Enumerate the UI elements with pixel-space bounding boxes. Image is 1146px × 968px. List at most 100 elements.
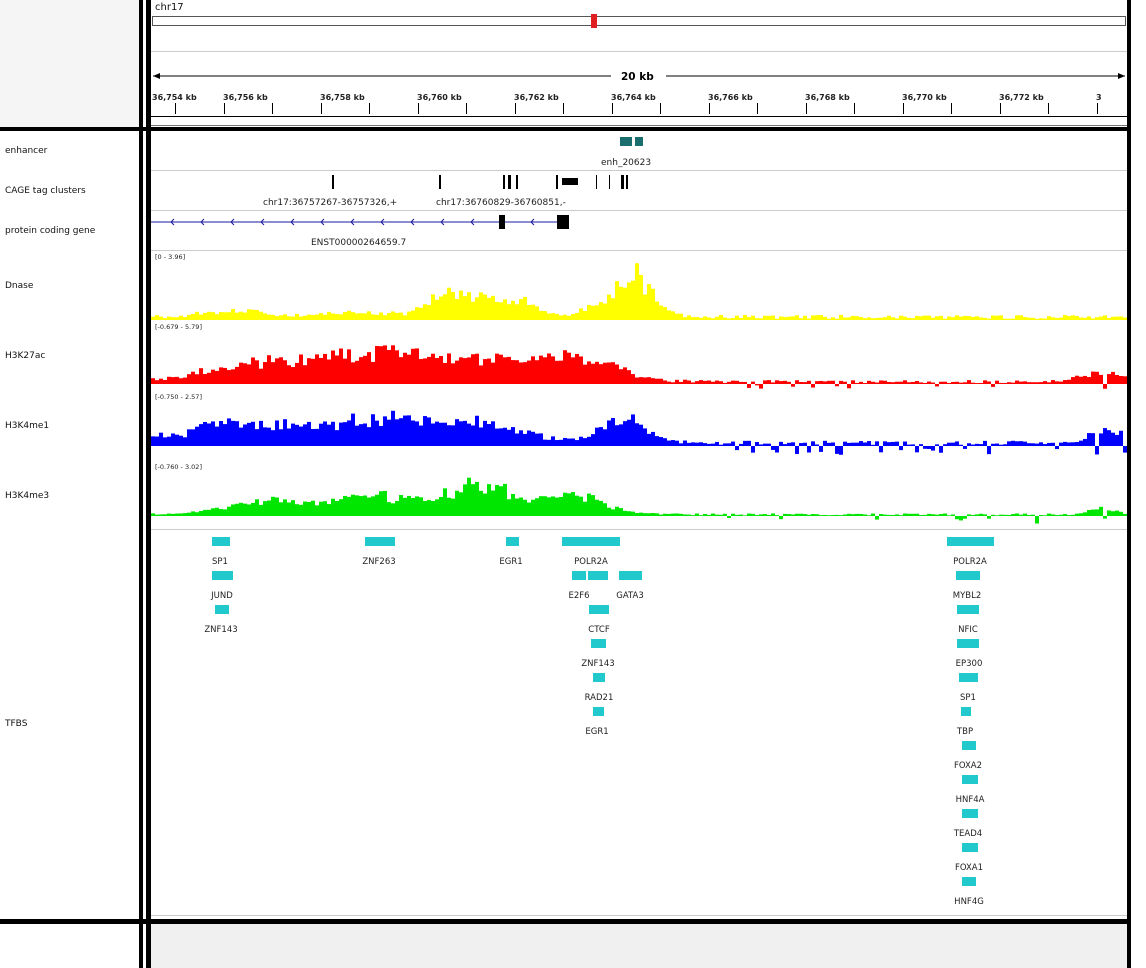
signal-bar: [363, 495, 367, 516]
signal-bar: [971, 316, 975, 320]
track-name-h3k27ac[interactable]: H3K27ac: [5, 351, 46, 361]
chromosome-ideogram[interactable]: [152, 16, 1126, 26]
signal-bar: [887, 381, 891, 384]
signal-bar: [747, 317, 751, 320]
tfbs-feature[interactable]: [962, 809, 978, 818]
h3k4me3-signal[interactable]: [151, 462, 1127, 532]
signal-bar: [699, 380, 703, 384]
genome-ruler[interactable]: 20 kb 36,754 kb 36,756 kb 36,758 kb 36,760 …: [0, 0, 1146, 127]
name-panel-divider[interactable]: [139, 0, 143, 968]
signal-bar: [1103, 315, 1107, 320]
signal-bar: [919, 382, 923, 384]
track-name-h3k4me1[interactable]: H3K4me1: [5, 421, 50, 431]
tfbs-feature[interactable]: [962, 843, 978, 852]
tfbs-feature[interactable]: [593, 707, 604, 716]
tfbs-feature[interactable]: [589, 605, 609, 614]
tfbs-feature[interactable]: [956, 571, 980, 580]
header-divider[interactable]: [0, 127, 1146, 131]
track-name-cage[interactable]: CAGE tag clusters: [5, 186, 86, 196]
signal-bar: [1019, 514, 1023, 516]
signal-bar: [587, 436, 591, 446]
track-name-dnase[interactable]: Dnase: [5, 281, 34, 291]
cage-cluster[interactable]: [332, 175, 334, 189]
strand-arrow: [470, 218, 475, 226]
track-name-enhancer[interactable]: enhancer: [5, 146, 48, 156]
signal-bar: [967, 514, 971, 516]
cage-cluster[interactable]: [516, 175, 518, 189]
signal-bar: [503, 483, 507, 516]
signal-bar: [1075, 513, 1079, 516]
tfbs-feature[interactable]: [365, 537, 395, 546]
tfbs-feature[interactable]: [962, 775, 978, 784]
signal-bar: [439, 422, 443, 446]
tfbs-feature[interactable]: [957, 605, 979, 614]
ruler-tick: [757, 103, 758, 114]
tfbs-feature[interactable]: [593, 673, 605, 682]
ruler-tick: [563, 103, 564, 114]
right-margin: [1131, 0, 1146, 968]
signal-bar: [391, 410, 395, 446]
cage-cluster[interactable]: [562, 178, 578, 185]
cage-cluster[interactable]: [508, 175, 511, 189]
signal-bar: [215, 314, 219, 320]
tfbs-feature[interactable]: [215, 605, 229, 614]
h3k4me1-signal[interactable]: [151, 392, 1127, 462]
tfbs-feature[interactable]: [947, 537, 994, 546]
signal-bar: [571, 438, 575, 446]
signal-bar: [351, 362, 355, 384]
gene-model[interactable]: [151, 212, 1127, 234]
track-name-h3k4me3[interactable]: H3K4me3: [5, 491, 50, 501]
signal-bar: [463, 484, 467, 516]
signal-bar: [1051, 380, 1055, 384]
tfbs-feature[interactable]: [588, 571, 608, 580]
current-region-marker[interactable]: [591, 14, 597, 28]
track-name-tfbs[interactable]: TFBS: [5, 719, 28, 729]
signal-bar: [1051, 514, 1055, 516]
signal-bar: [555, 440, 559, 446]
signal-bar: [167, 436, 171, 446]
tfbs-feature[interactable]: [572, 571, 586, 580]
signal-bar: [763, 315, 767, 320]
cage-cluster[interactable]: [609, 175, 610, 189]
signal-bar: [239, 502, 243, 516]
signal-bar: [1123, 317, 1127, 320]
tfbs-feature[interactable]: [212, 537, 230, 546]
signal-bar: [731, 317, 735, 320]
tfbs-feature[interactable]: [619, 571, 642, 580]
tfbs-feature[interactable]: [962, 877, 976, 886]
tfbs-feature[interactable]: [506, 537, 519, 546]
tfbs-feature[interactable]: [957, 639, 979, 648]
signal-bar: [527, 305, 531, 320]
cage-cluster[interactable]: [596, 175, 597, 189]
signal-bar: [399, 494, 403, 516]
track-name-panel: [0, 131, 139, 919]
signal-bar: [435, 421, 439, 446]
tfbs-feature[interactable]: [212, 571, 233, 580]
enhancer-feature[interactable]: [635, 137, 643, 146]
h3k27ac-signal[interactable]: [151, 322, 1127, 392]
signal-bar: [287, 365, 291, 384]
signal-bar: [151, 436, 155, 446]
cage-cluster[interactable]: [626, 175, 628, 189]
signal-bar: [563, 492, 567, 516]
tfbs-feature[interactable]: [962, 741, 976, 750]
tfbs-feature[interactable]: [959, 673, 978, 682]
tfbs-feature[interactable]: [591, 639, 606, 648]
enhancer-feature[interactable]: [620, 137, 632, 146]
cage-cluster[interactable]: [621, 175, 624, 189]
footer-divider[interactable]: [0, 919, 1146, 924]
tfbs-feature[interactable]: [961, 707, 971, 716]
signal-bar: [1095, 446, 1099, 455]
cage-cluster[interactable]: [439, 175, 441, 189]
tfbs-feature[interactable]: [562, 537, 620, 546]
track-name-gene[interactable]: protein coding gene: [5, 226, 96, 236]
signal-bar: [223, 509, 227, 516]
cage-cluster[interactable]: [556, 175, 558, 189]
signal-bar: [823, 440, 827, 446]
signal-bar: [643, 513, 647, 516]
dnase-signal[interactable]: [151, 252, 1127, 322]
signal-bar: [607, 294, 611, 320]
signal-bar: [863, 514, 867, 516]
signal-bar: [607, 420, 611, 446]
cage-cluster[interactable]: [503, 175, 505, 189]
